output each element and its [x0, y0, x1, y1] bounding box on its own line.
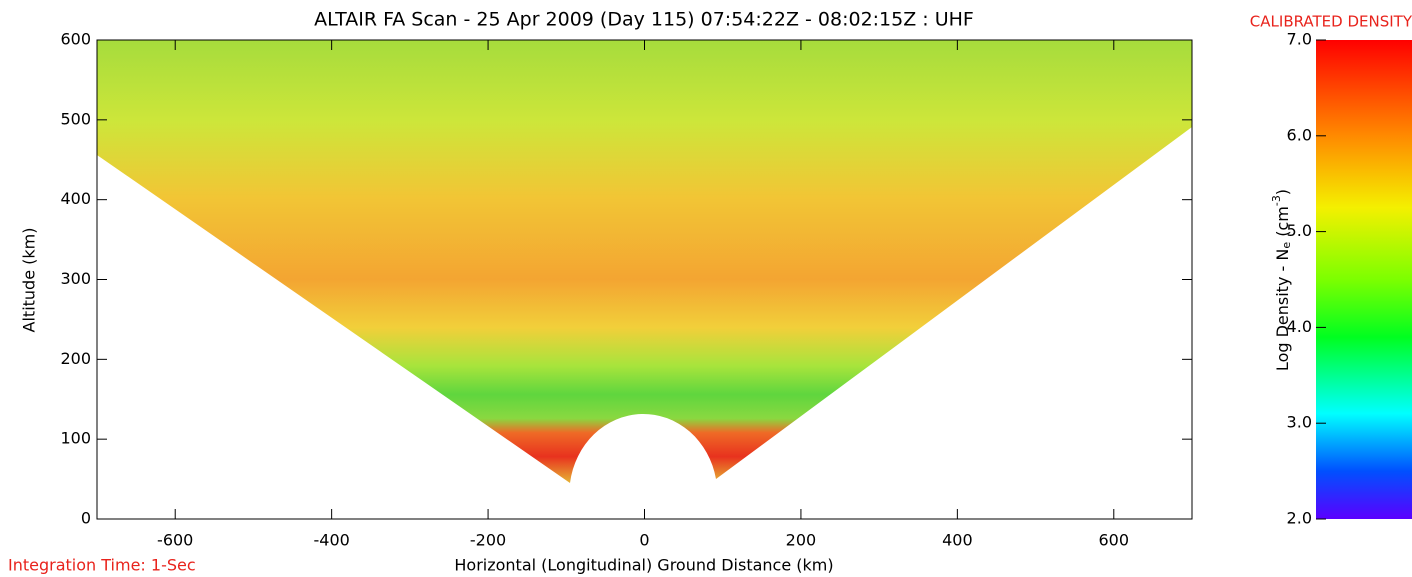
colorbar-label: Log Density - Ne (cm-3): [1270, 189, 1293, 371]
x-tick-label: 400: [942, 531, 973, 550]
colorbar-tick-label: 3.0: [1287, 413, 1312, 432]
label-part: ): [1273, 189, 1292, 195]
scan-image: [97, 40, 1192, 483]
label-part: Log Density - N: [1273, 249, 1292, 371]
y-tick-label: 400: [60, 189, 91, 208]
colorbar-tick-label: 4.0: [1287, 317, 1312, 336]
x-tick-label: -400: [313, 531, 349, 550]
y-tick-label: 200: [60, 349, 91, 368]
y-tick-label: 0: [81, 509, 91, 528]
colorbar: [1316, 40, 1412, 519]
colorbar-tick-label: 7.0: [1287, 30, 1312, 49]
x-tick-label: -200: [470, 531, 506, 550]
y-tick-label: 500: [60, 109, 91, 128]
colorbar-tick-label: 5.0: [1287, 221, 1312, 240]
colorbar-tick-label: 6.0: [1287, 125, 1312, 144]
x-tick-label: 0: [639, 531, 649, 550]
label-sub: e: [1280, 242, 1293, 249]
y-tick-label: 100: [60, 429, 91, 448]
y-tick-label: 600: [60, 30, 91, 49]
x-axis-label: Horizontal (Longitudinal) Ground Distanc…: [454, 556, 833, 575]
chart-title: ALTAIR FA Scan - 25 Apr 2009 (Day 115) 0…: [314, 9, 974, 31]
colorbar-tick-label: 2.0: [1287, 509, 1312, 528]
colorbar-title: CALIBRATED DENSITY: [1250, 13, 1412, 31]
label-part: (cm: [1273, 206, 1292, 242]
y-axis-label: Altitude (km): [20, 228, 39, 333]
x-tick-label: 600: [1099, 531, 1130, 550]
label-sup: -3: [1270, 195, 1283, 206]
y-tick-label: 300: [60, 269, 91, 288]
annotation: Integration Time: 1-Sec: [8, 556, 196, 575]
x-tick-label: 200: [786, 531, 817, 550]
x-tick-label: -600: [157, 531, 193, 550]
